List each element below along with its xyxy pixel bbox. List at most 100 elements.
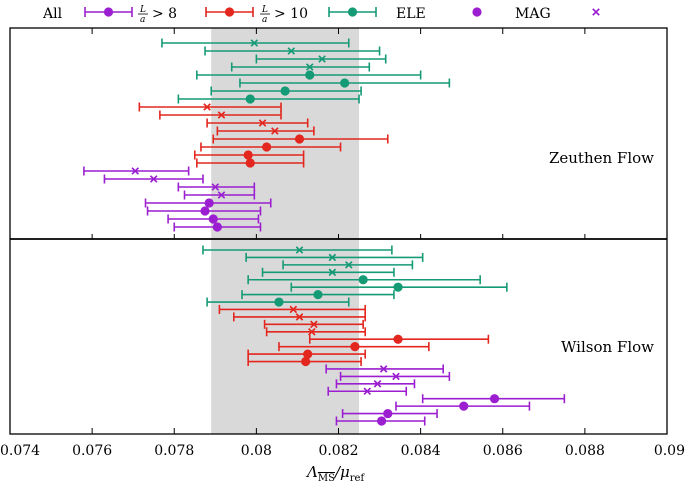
marker-dot bbox=[245, 94, 255, 104]
marker-dot bbox=[313, 290, 323, 300]
wilson-flow-point-20 bbox=[421, 394, 566, 404]
x-tick-label-8: 0.09 bbox=[654, 443, 685, 459]
wilson-flow-point-23 bbox=[335, 416, 426, 426]
x-axis-label-main: Λ bbox=[305, 463, 318, 481]
legend-label-l10-rest: > 10 bbox=[274, 6, 308, 22]
x-tick-label-4: 0.082 bbox=[318, 443, 358, 459]
zeuthen-flow-point-22 bbox=[167, 214, 260, 224]
wilson-flow-point-2 bbox=[282, 260, 414, 270]
x-tick-label-3: 0.08 bbox=[241, 443, 272, 459]
marker-cross bbox=[310, 320, 318, 329]
marker-dot bbox=[243, 150, 253, 160]
marker-cross bbox=[203, 103, 211, 111]
marker-dot bbox=[200, 206, 210, 216]
wilson-flow-point-12 bbox=[308, 334, 490, 344]
marker-cross bbox=[258, 119, 267, 127]
zeuthen-flow-point-3 bbox=[230, 62, 371, 72]
wilson-flow-point-15 bbox=[247, 356, 362, 367]
x-axis-label-sub: MS bbox=[318, 473, 335, 484]
zeuthen-flow-point-9 bbox=[159, 110, 282, 120]
marker-dot bbox=[294, 134, 305, 144]
legend-entry-l8: L a > 8 bbox=[138, 5, 177, 25]
marker-dot bbox=[383, 408, 393, 419]
panel-label-1: Wilson Flow bbox=[561, 338, 654, 356]
wilson-flow-point-17 bbox=[339, 371, 451, 381]
legend-label-l8-rest: > 8 bbox=[152, 6, 177, 22]
legend-label-l8-den: a bbox=[140, 15, 145, 25]
marker-dot bbox=[489, 394, 500, 404]
wilson-flow-point-14 bbox=[247, 349, 366, 359]
marker-dot bbox=[274, 297, 284, 307]
wilson-flow-point-3 bbox=[261, 267, 395, 277]
marker-dot bbox=[350, 342, 360, 352]
x-tick-label-5: 0.084 bbox=[401, 443, 441, 459]
zeuthen-flow-point-1 bbox=[204, 46, 381, 56]
zeuthen-flow-point-14 bbox=[193, 150, 305, 160]
marker-cross bbox=[328, 268, 337, 277]
wilson-flow-point-22 bbox=[341, 408, 438, 419]
marker-dot bbox=[204, 198, 214, 208]
marker-dot bbox=[340, 78, 350, 88]
zeuthen-flow-point-19 bbox=[183, 190, 256, 200]
marker-dot bbox=[393, 282, 403, 292]
marker-cross bbox=[318, 55, 326, 63]
marker-cross bbox=[328, 253, 337, 262]
x-tick-label-2: 0.078 bbox=[154, 443, 194, 459]
legend-symbol-l10 bbox=[328, 7, 377, 17]
marker-cross bbox=[149, 175, 158, 183]
wilson-flow-point-13 bbox=[278, 342, 430, 352]
band-layer bbox=[211, 28, 360, 434]
marker-cross bbox=[295, 313, 304, 321]
zeuthen-flow-point-10 bbox=[206, 118, 309, 128]
labels-layer: Zeuthen Flow Wilson Flow bbox=[549, 149, 654, 356]
wilson-flow-point-1 bbox=[245, 252, 424, 262]
marker-dot bbox=[305, 70, 315, 80]
zeuthen-flow-point-11 bbox=[216, 126, 315, 136]
legend-label-l10-main: L bbox=[261, 5, 268, 15]
zeuthen-flow-point-0 bbox=[161, 38, 350, 48]
legend-label-l10-den: a bbox=[262, 15, 267, 25]
marker-cross bbox=[344, 261, 353, 269]
zeuthen-flow-point-12 bbox=[212, 134, 389, 144]
marker-dot bbox=[212, 222, 222, 232]
wilson-flow-point-9 bbox=[232, 312, 366, 322]
marker-cross bbox=[131, 167, 140, 175]
legend-label-mag: MAG bbox=[515, 6, 551, 22]
zeuthen-flow-point-5 bbox=[239, 78, 451, 88]
marker-cross bbox=[363, 387, 372, 396]
wilson-flow-point-0 bbox=[202, 245, 393, 255]
marker-dot bbox=[303, 349, 313, 359]
wilson-flow-point-10 bbox=[263, 319, 364, 329]
zeuthen-flow-point-2 bbox=[255, 54, 387, 64]
legend-symbol-mag bbox=[592, 8, 600, 16]
legend-bar-dot bbox=[347, 7, 358, 17]
marker-cross bbox=[305, 63, 314, 71]
marker-cross bbox=[289, 305, 298, 314]
marker-dot bbox=[358, 275, 368, 285]
marker-cross bbox=[295, 246, 304, 254]
marker-cross bbox=[250, 39, 259, 47]
wilson-flow-point-5 bbox=[290, 282, 508, 292]
marker-cross bbox=[271, 127, 279, 135]
legend: All L a > 8 L a > 10 ELE MAG bbox=[42, 5, 600, 25]
ticks-layer: 0.074 0.076 0.078 0.08 0.082 0.084 0.086 0.088 0… bbox=[0, 28, 685, 459]
x-axis-label-ref: ref bbox=[350, 473, 366, 484]
marker-cross bbox=[392, 372, 400, 381]
zeuthen-flow-point-7 bbox=[177, 94, 360, 104]
x-tick-label-6: 0.086 bbox=[483, 443, 523, 459]
reference-band bbox=[211, 28, 360, 434]
wilson-flow-point-21 bbox=[395, 401, 531, 411]
zeuthen-flow-point-4 bbox=[196, 70, 422, 80]
zeuthen-flow-point-21 bbox=[146, 206, 262, 216]
marker-dot bbox=[301, 356, 311, 367]
marker-dot bbox=[280, 86, 290, 96]
legend-bar-dot bbox=[224, 7, 235, 17]
marker-cross bbox=[217, 191, 226, 199]
marker-cross bbox=[217, 111, 226, 119]
zeuthen-flow-point-15 bbox=[196, 158, 305, 168]
zeuthen-flow-point-23 bbox=[173, 222, 262, 232]
marker-cross bbox=[308, 327, 316, 336]
x-axis-label: ΛMS/μref bbox=[305, 463, 365, 484]
points-layer bbox=[83, 38, 566, 426]
